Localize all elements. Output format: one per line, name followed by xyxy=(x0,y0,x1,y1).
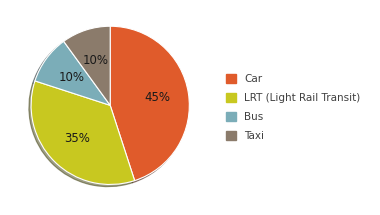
Wedge shape xyxy=(35,41,110,105)
Text: 35%: 35% xyxy=(64,132,90,145)
Text: 45%: 45% xyxy=(144,91,170,104)
Wedge shape xyxy=(64,26,110,105)
Wedge shape xyxy=(110,26,189,181)
Text: 10%: 10% xyxy=(59,71,85,84)
Text: 10%: 10% xyxy=(82,54,109,67)
Wedge shape xyxy=(31,81,135,184)
Legend: Car, LRT (Light Rail Transit), Bus, Taxi: Car, LRT (Light Rail Transit), Bus, Taxi xyxy=(226,74,361,141)
